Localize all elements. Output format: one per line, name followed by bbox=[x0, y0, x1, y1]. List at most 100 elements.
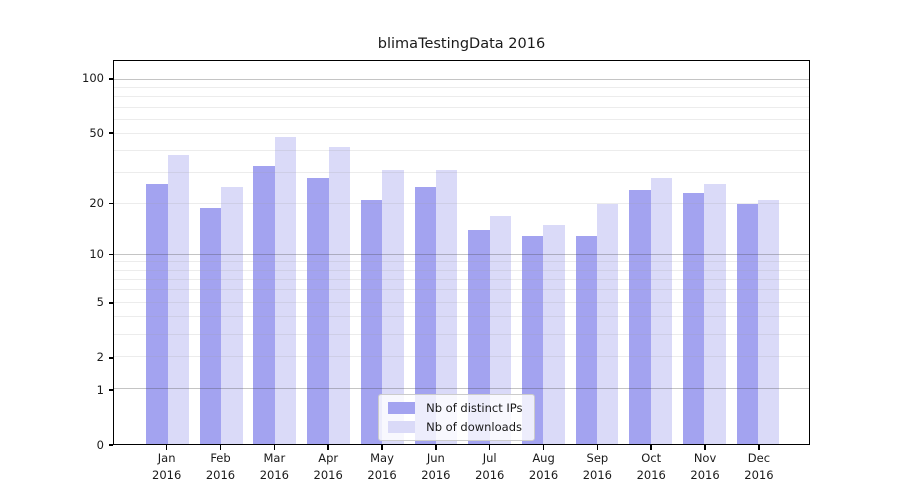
x-axis-tick bbox=[273, 445, 276, 450]
gridline-minor bbox=[114, 118, 809, 120]
x-tick-label: Jul 2016 bbox=[460, 450, 520, 483]
bar-downloads-apr bbox=[328, 147, 350, 444]
bar-downloads-oct bbox=[650, 178, 673, 444]
gridline-minor bbox=[114, 149, 809, 151]
x-tick-label: Aug 2016 bbox=[514, 450, 574, 483]
gridline-minor bbox=[114, 106, 809, 108]
y-tick-label: 20 bbox=[89, 195, 104, 210]
bar-downloads-nov bbox=[704, 183, 726, 444]
x-axis-tick bbox=[542, 445, 545, 450]
x-tick-year: 2016 bbox=[528, 467, 559, 482]
legend: Nb of distinct IPs Nb of downloads bbox=[378, 394, 536, 441]
gridline-minor bbox=[114, 86, 809, 88]
chart-title: blimaTestingData 2016 bbox=[377, 36, 546, 52]
x-axis-tick bbox=[327, 445, 329, 450]
bar-downloads-dec bbox=[758, 200, 780, 444]
x-tick-month: Oct bbox=[641, 451, 662, 465]
bar-distinct-ips-oct bbox=[629, 189, 651, 444]
x-axis-tick bbox=[435, 445, 437, 450]
x-tick-month: Nov bbox=[693, 451, 717, 465]
bar-downloads-jun bbox=[435, 170, 458, 444]
y-axis-tick bbox=[108, 357, 113, 359]
gridline-major bbox=[114, 253, 809, 255]
x-tick-month: Dec bbox=[747, 451, 771, 465]
bar-distinct-ips-aug bbox=[521, 235, 544, 444]
y-axis-tick bbox=[108, 78, 113, 80]
bar-distinct-ips-jan bbox=[146, 183, 168, 444]
bar-downloads-aug bbox=[543, 225, 565, 444]
x-tick-label: May 2016 bbox=[352, 450, 412, 483]
gridline-minor bbox=[114, 278, 809, 280]
gridline-major bbox=[114, 388, 809, 390]
bar-distinct-ips-feb bbox=[199, 207, 222, 444]
x-axis-tick bbox=[758, 445, 760, 450]
legend-label-downloads: Nb of downloads bbox=[426, 420, 522, 434]
y-tick-label: 2 bbox=[96, 350, 104, 365]
bar-distinct-ips-may bbox=[360, 200, 383, 444]
y-axis-tick bbox=[108, 253, 113, 256]
gridline-minor bbox=[114, 301, 809, 303]
x-tick-year: 2016 bbox=[582, 467, 613, 482]
y-axis-tick bbox=[108, 444, 113, 446]
x-tick-year: 2016 bbox=[421, 467, 451, 482]
gridline-minor bbox=[114, 269, 809, 271]
y-tick-label: 100 bbox=[82, 71, 104, 86]
legend-swatch-distinct-ips bbox=[388, 402, 416, 414]
x-tick-label: Jun 2016 bbox=[406, 450, 466, 483]
x-axis-tick bbox=[650, 445, 652, 450]
bar-distinct-ips-sep bbox=[575, 235, 597, 444]
gridline-minor bbox=[114, 289, 809, 291]
x-tick-month: May bbox=[370, 451, 394, 465]
gridline-minor bbox=[114, 315, 809, 317]
legend-swatch-downloads bbox=[388, 421, 416, 433]
plot-area: Nb of distinct IPs Nb of downloads bbox=[113, 60, 810, 445]
legend-label-distinct-ips: Nb of distinct IPs bbox=[426, 401, 523, 415]
legend-entry-downloads: Nb of downloads bbox=[388, 420, 522, 434]
y-tick-label: 10 bbox=[89, 247, 104, 262]
gridline-minor bbox=[114, 356, 809, 358]
y-tick-label: 50 bbox=[89, 125, 104, 140]
bar-downloads-jan bbox=[167, 154, 189, 444]
x-tick-year: 2016 bbox=[636, 467, 666, 482]
bar-distinct-ips-jun bbox=[414, 186, 436, 444]
x-axis-tick bbox=[596, 445, 599, 450]
y-tick-label: 1 bbox=[96, 382, 104, 397]
bar-distinct-ips-mar bbox=[253, 165, 275, 444]
bar-downloads-sep bbox=[596, 203, 619, 444]
x-tick-label: Mar 2016 bbox=[244, 450, 304, 483]
x-tick-month: Sep bbox=[586, 451, 609, 465]
bar-distinct-ips-apr bbox=[307, 178, 329, 444]
bar-downloads-feb bbox=[221, 186, 243, 444]
x-tick-label: Jan 2016 bbox=[137, 450, 197, 483]
x-tick-year: 2016 bbox=[313, 467, 343, 482]
bar-distinct-ips-dec bbox=[736, 203, 759, 444]
y-axis-tick bbox=[108, 389, 113, 391]
x-tick-month: Aug bbox=[532, 451, 555, 465]
x-tick-label: Feb 2016 bbox=[191, 450, 251, 483]
x-axis-tick bbox=[165, 445, 168, 450]
y-axis-tick bbox=[108, 132, 113, 134]
bar-distinct-ips-jul bbox=[468, 230, 490, 444]
x-tick-label: Sep 2016 bbox=[567, 450, 627, 483]
x-axis-tick bbox=[704, 445, 706, 450]
x-tick-year: 2016 bbox=[205, 467, 236, 482]
x-tick-year: 2016 bbox=[744, 467, 774, 482]
x-tick-year: 2016 bbox=[152, 467, 182, 482]
gridline-minor bbox=[114, 333, 809, 335]
y-axis-tick bbox=[108, 302, 113, 304]
bar-downloads-jul bbox=[489, 215, 512, 444]
x-tick-year: 2016 bbox=[690, 467, 720, 482]
x-tick-month: Mar bbox=[263, 451, 286, 465]
y-axis-tick bbox=[108, 202, 113, 205]
x-tick-year: 2016 bbox=[367, 467, 397, 482]
y-tick-label: 0 bbox=[96, 437, 104, 452]
gridline-minor bbox=[114, 132, 809, 134]
gridline-minor bbox=[114, 202, 809, 204]
x-tick-month: Jul bbox=[482, 451, 497, 465]
gridline-major bbox=[114, 78, 809, 80]
x-tick-month: Jun bbox=[426, 451, 445, 465]
gridline-minor bbox=[114, 261, 809, 263]
x-tick-year: 2016 bbox=[475, 467, 505, 482]
x-tick-label: Oct 2016 bbox=[621, 450, 681, 483]
